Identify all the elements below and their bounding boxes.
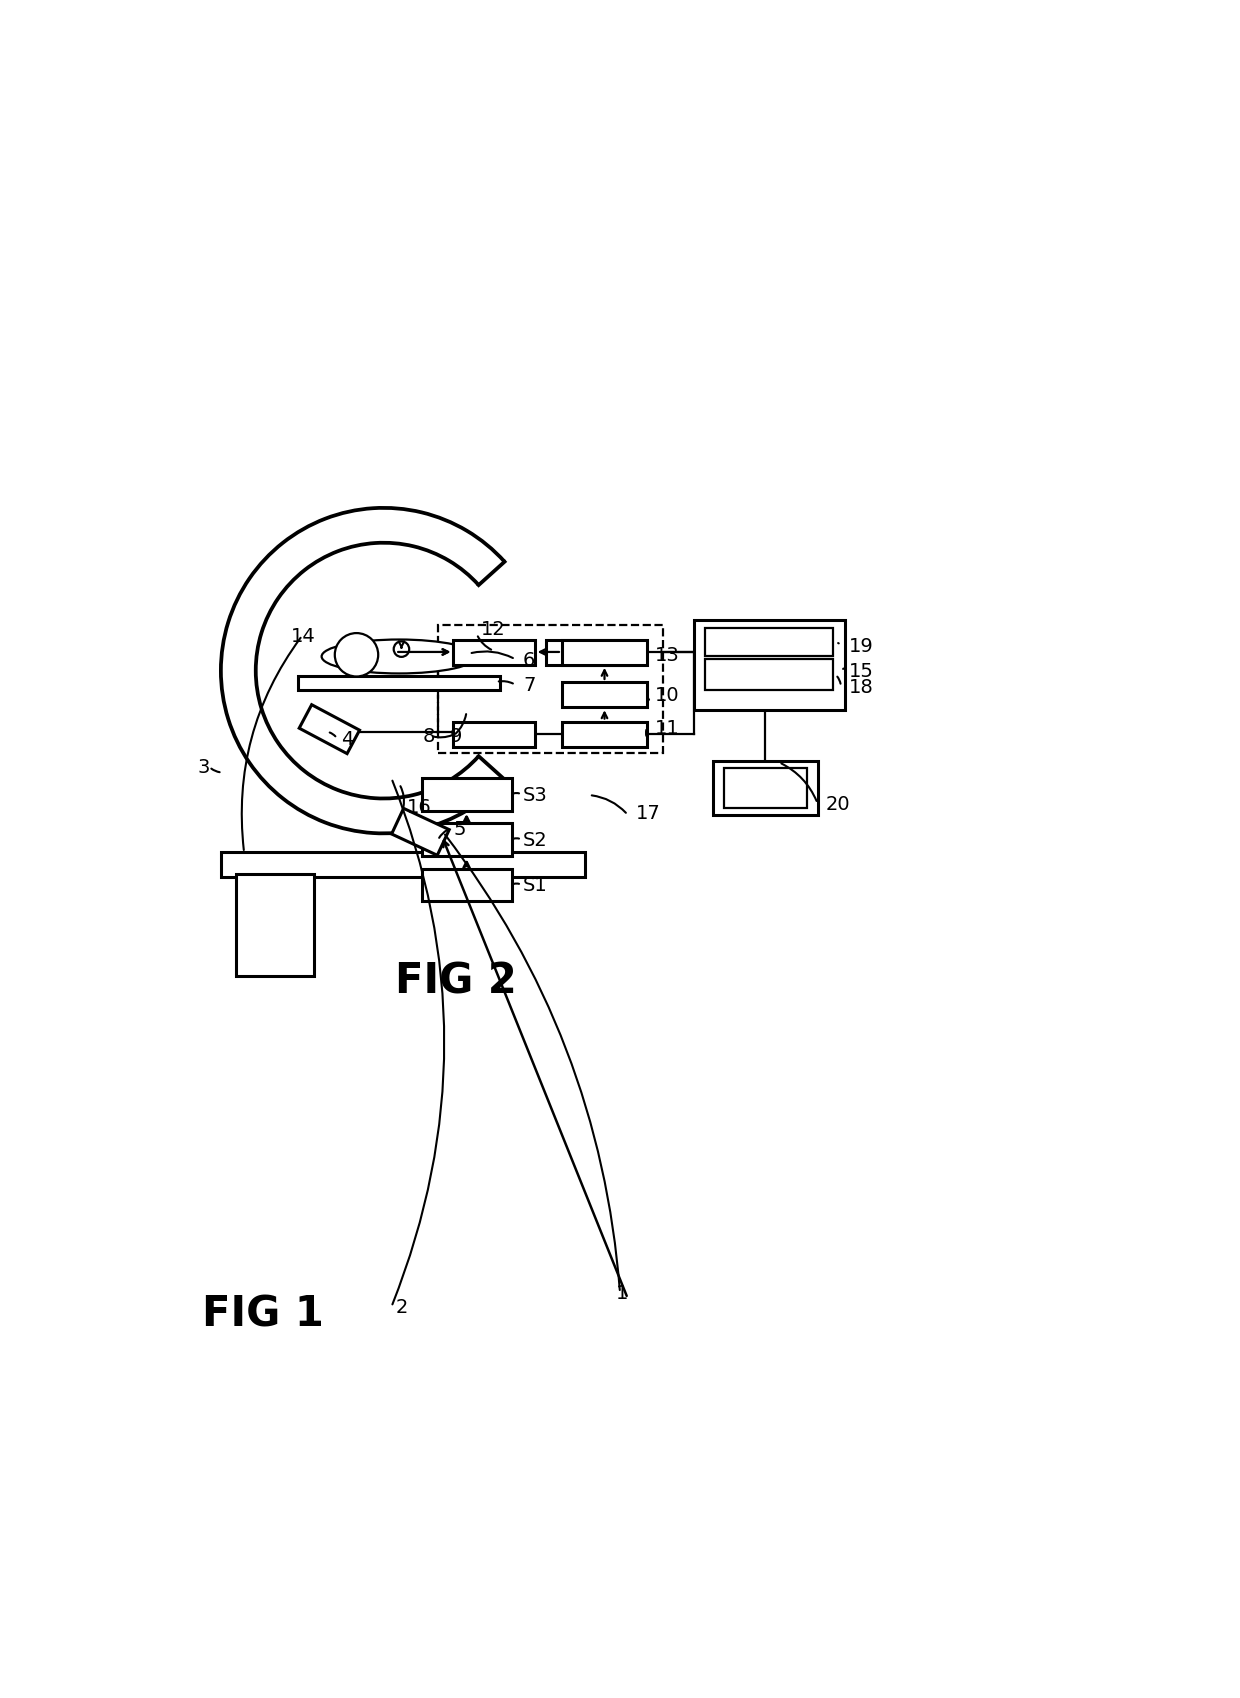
FancyArrowPatch shape <box>242 638 300 851</box>
Text: 8: 8 <box>423 727 435 745</box>
FancyArrowPatch shape <box>471 652 513 659</box>
Bar <box>438 627 662 754</box>
Bar <box>392 808 449 856</box>
Text: 11: 11 <box>655 718 680 737</box>
Text: 19: 19 <box>848 637 873 655</box>
Bar <box>724 769 807 808</box>
Text: 13: 13 <box>655 645 680 666</box>
FancyArrowPatch shape <box>392 781 444 1304</box>
Bar <box>693 620 844 711</box>
FancyArrowPatch shape <box>330 734 335 737</box>
FancyArrowPatch shape <box>455 715 466 735</box>
FancyArrowPatch shape <box>477 637 491 650</box>
Bar <box>562 683 647 708</box>
FancyArrowPatch shape <box>837 678 841 684</box>
Bar <box>706 628 833 657</box>
Text: FIG 1: FIG 1 <box>201 1294 324 1335</box>
FancyArrowPatch shape <box>439 830 446 839</box>
Text: 3: 3 <box>197 757 210 776</box>
Bar <box>299 678 500 691</box>
Text: 7: 7 <box>523 676 536 694</box>
Bar <box>706 661 833 691</box>
Bar <box>562 640 647 666</box>
Text: S1: S1 <box>523 876 548 895</box>
Bar <box>299 705 360 754</box>
Circle shape <box>335 633 378 678</box>
Text: 4: 4 <box>341 730 353 749</box>
Text: 1: 1 <box>616 1284 629 1302</box>
Bar <box>423 779 511 812</box>
FancyArrowPatch shape <box>591 796 626 813</box>
FancyArrowPatch shape <box>433 735 453 739</box>
Bar <box>547 640 627 666</box>
Text: S2: S2 <box>523 830 548 849</box>
Text: 16: 16 <box>407 798 432 817</box>
FancyArrowPatch shape <box>445 835 620 1290</box>
FancyArrowPatch shape <box>781 764 817 801</box>
Bar <box>221 852 585 878</box>
Bar <box>454 722 534 747</box>
Text: 18: 18 <box>848 678 873 696</box>
Bar <box>423 824 511 857</box>
Bar <box>454 640 534 666</box>
Text: 9: 9 <box>449 727 461 745</box>
Bar <box>237 874 314 976</box>
Text: 2: 2 <box>396 1297 408 1316</box>
Bar <box>713 762 817 815</box>
Text: S3: S3 <box>523 786 548 805</box>
FancyArrowPatch shape <box>401 786 404 807</box>
Text: 10: 10 <box>655 686 680 705</box>
Text: FIG 2: FIG 2 <box>396 959 517 1002</box>
Text: 5: 5 <box>454 820 466 839</box>
Text: 15: 15 <box>848 662 873 681</box>
Bar <box>423 869 511 902</box>
Text: 6: 6 <box>523 650 536 669</box>
Ellipse shape <box>321 640 476 674</box>
Text: 14: 14 <box>290 627 315 645</box>
FancyArrowPatch shape <box>211 769 219 773</box>
Text: 20: 20 <box>826 795 849 813</box>
FancyArrowPatch shape <box>498 683 513 684</box>
Text: 17: 17 <box>635 803 660 822</box>
Bar <box>562 722 647 747</box>
Text: 12: 12 <box>481 620 505 638</box>
